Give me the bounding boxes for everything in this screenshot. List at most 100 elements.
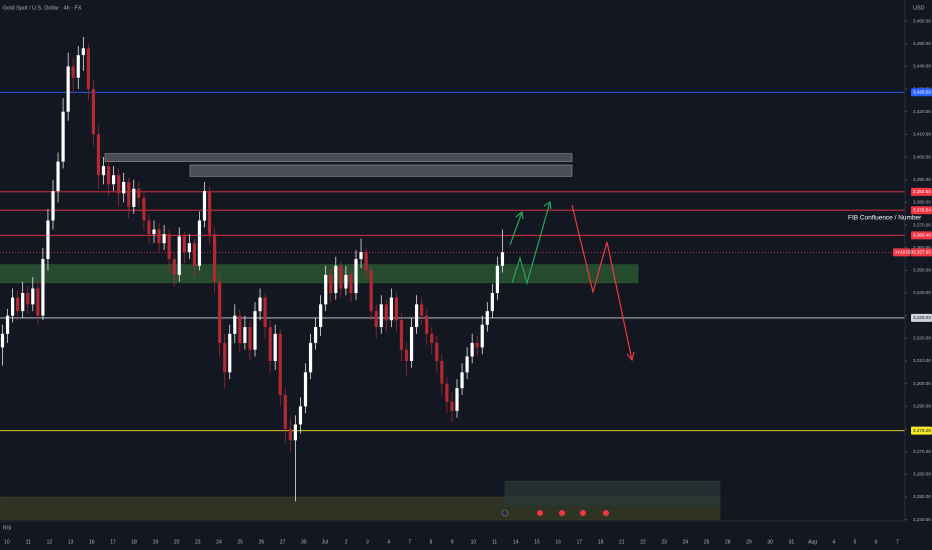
y-tick-label: 3,310.00 <box>913 358 931 363</box>
candle-body <box>106 166 111 185</box>
x-tick-label: 23 <box>195 539 201 545</box>
candle-body <box>470 342 474 357</box>
x-tick-label: 3 <box>366 539 369 545</box>
candle-body <box>233 315 237 334</box>
x-tick-label: 17 <box>110 539 116 545</box>
candle-body <box>450 401 454 411</box>
price-tag <box>911 187 932 196</box>
candle-body <box>314 327 318 343</box>
candle-body <box>228 333 232 373</box>
price-tag-label: 3,329.02 <box>913 315 931 320</box>
candle-body <box>308 342 313 373</box>
candle-body <box>218 281 222 343</box>
event-icon[interactable] <box>603 510 609 516</box>
x-axis: 10 11 12 13 16 17 18 19 20 23 24 25 26 27 30 Jul 2 3 4 7 8 9 1… <box>4 539 899 545</box>
candle-body <box>329 274 333 294</box>
candle-body <box>430 333 434 343</box>
price-tag <box>911 231 932 240</box>
price-tag-label: 3,357.95 <box>913 250 931 255</box>
candle-body <box>273 333 277 362</box>
y-tick-label: 3,340.00 <box>913 290 931 295</box>
candle-body <box>71 66 75 78</box>
x-tick-label: 6 <box>875 539 878 545</box>
x-tick-label: 12 <box>47 539 53 545</box>
price-tag-label: 3,384.65 <box>913 189 931 194</box>
zone <box>504 480 721 507</box>
candle-body <box>0 333 5 348</box>
candle-body <box>500 252 505 266</box>
y-tick-label: 3,250.00 <box>913 494 931 499</box>
x-tick-label: 16 <box>555 539 561 545</box>
event-icon[interactable] <box>537 510 543 516</box>
candle-body <box>147 220 151 235</box>
candle-body <box>415 304 419 328</box>
x-tick-label: 13 <box>68 539 74 545</box>
x-tick-label: 22 <box>640 539 646 545</box>
price-axis <box>905 0 932 550</box>
x-tick-label: 17 <box>577 539 583 545</box>
event-icon[interactable] <box>559 510 565 516</box>
x-tick-label: 7 <box>896 539 899 545</box>
candle-body <box>293 424 297 441</box>
x-tick-label: Aug <box>808 539 817 545</box>
y-tick-label: 3,240.00 <box>913 517 931 522</box>
candle-body <box>21 293 25 312</box>
candle-body <box>399 320 404 350</box>
candle-body <box>480 324 484 348</box>
candle-body <box>364 252 368 271</box>
candle-body <box>51 191 55 221</box>
currency: USD <box>913 5 925 11</box>
price-tag-label: 3,376.54 <box>913 207 931 212</box>
candle-body <box>56 161 60 192</box>
candle-body <box>117 175 121 194</box>
y-tick-label: 3,440.00 <box>913 64 931 69</box>
candle-body <box>248 327 252 350</box>
y-tick-label: 3,400.00 <box>913 154 931 159</box>
chart-title: Gold Spot / U.S. Dollar · 4h · FX <box>3 5 82 11</box>
candle-body <box>268 327 272 362</box>
x-tick-label: 28 <box>725 539 731 545</box>
price-tag-label: 3,365.46 <box>913 233 931 238</box>
levels <box>0 91 905 432</box>
x-tick-label: 25 <box>704 539 710 545</box>
candle-body <box>404 349 409 362</box>
x-tick-label: 5 <box>854 539 857 545</box>
candle-body <box>490 293 494 312</box>
y-tick-label: 3,450.00 <box>913 41 931 46</box>
y-tick-label: 3,260.00 <box>913 472 931 477</box>
candle-body <box>127 181 131 207</box>
y-tick-label: 3,360.00 <box>913 245 931 250</box>
candle-body <box>11 297 15 316</box>
x-tick-label: 24 <box>683 539 689 545</box>
candle-body <box>278 333 282 395</box>
y-tick-label: 3,320.00 <box>913 336 931 341</box>
x-tick-label: 23 <box>661 539 667 545</box>
annotation: FIB Confluence / Number <box>848 215 922 222</box>
x-tick-label: 31 <box>789 539 795 545</box>
x-tick-label: 4 <box>832 539 835 545</box>
candle-body <box>152 229 156 235</box>
candle-body <box>324 274 328 305</box>
candle-body <box>16 297 20 312</box>
candle-body <box>101 166 106 176</box>
candle-body <box>465 356 469 373</box>
y-tick-label: 3,350.00 <box>913 268 931 273</box>
x-tick-label: 27 <box>280 539 286 545</box>
candle-body <box>409 327 414 362</box>
event-icon[interactable] <box>580 510 586 516</box>
candle-body <box>238 315 242 343</box>
price-tag <box>911 248 932 257</box>
candle-body <box>339 265 343 289</box>
x-tick-label: 30 <box>301 539 307 545</box>
indicator-label: RSI <box>3 525 11 531</box>
x-tick-label: 10 <box>471 539 477 545</box>
candle-body <box>96 134 101 176</box>
price-tag <box>911 313 932 322</box>
candle-body <box>177 236 181 275</box>
x-tick-label: 18 <box>131 539 137 545</box>
x-tick-label: 10 <box>4 539 10 545</box>
candle-body <box>66 66 70 112</box>
price-tag <box>911 88 932 97</box>
event-icon[interactable] <box>501 509 509 517</box>
candle-body <box>86 48 90 90</box>
